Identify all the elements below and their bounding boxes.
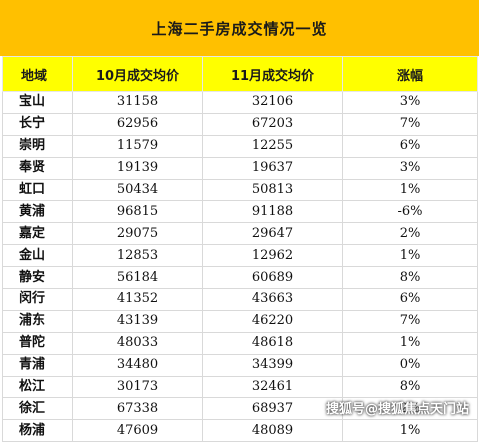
district-cell: 普陀: [2, 331, 73, 355]
change-cell: 3%: [342, 91, 478, 114]
table-row: 黄浦 96815 91188 -6%: [2, 200, 478, 224]
district-cell: 静安: [2, 266, 73, 290]
oct-price-cell: 56184: [72, 266, 203, 290]
header-oct-price: 10月成交均价: [72, 56, 203, 92]
oct-price-cell: 48033: [72, 331, 203, 355]
change-cell: 7%: [342, 112, 478, 136]
price-table: 地域 10月成交均价 11月成交均价 涨幅 宝山 31158 32106 3% 长宁 62…: [2, 56, 478, 442]
nov-price-cell: 12255: [202, 134, 343, 158]
table-row: 青浦 34480 34399 0%: [2, 353, 478, 377]
district-cell: 松江: [2, 375, 73, 399]
table-row: 虹口 50434 50813 1%: [2, 178, 478, 202]
oct-price-cell: 41352: [72, 288, 203, 311]
header-nov-price: 11月成交均价: [202, 56, 343, 92]
oct-price-cell: 62956: [72, 112, 203, 136]
table-row: 崇明 11579 12255 6%: [2, 134, 478, 158]
table-row: 浦东 43139 46220 7%: [2, 309, 478, 333]
district-cell: 宝山: [2, 91, 73, 114]
oct-price-cell: 29075: [72, 222, 203, 246]
nov-price-cell: 34399: [202, 353, 343, 377]
nov-price-cell: 48618: [202, 331, 343, 355]
oct-price-cell: 47609: [72, 419, 203, 442]
change-cell: 8%: [342, 266, 478, 290]
table-row: 嘉定 29075 29647 2%: [2, 222, 478, 246]
table-row: 松江 30173 32461 8%: [2, 375, 478, 399]
table-row: 奉贤 19139 19637 3%: [2, 156, 478, 180]
table-row: 宝山 31158 32106 3%: [2, 91, 478, 114]
nov-price-cell: 48089: [202, 419, 343, 442]
nov-price-cell: 43663: [202, 288, 343, 311]
nov-price-cell: 46220: [202, 309, 343, 333]
nov-price-cell: 29647: [202, 222, 343, 246]
watermark: 搜狐号@搜狐焦点天门站: [326, 398, 469, 417]
oct-price-cell: 67338: [72, 397, 203, 421]
district-cell: 金山: [2, 244, 73, 268]
district-cell: 虹口: [2, 178, 73, 202]
change-cell: 1%: [342, 244, 478, 268]
change-cell: 6%: [342, 134, 478, 158]
nov-price-cell: 50813: [202, 178, 343, 202]
oct-price-cell: 31158: [72, 91, 203, 114]
change-cell: 6%: [342, 288, 478, 311]
oct-price-cell: 43139: [72, 309, 203, 333]
oct-price-cell: 34480: [72, 353, 203, 377]
district-cell: 青浦: [2, 353, 73, 377]
table-row: 普陀 48033 48618 1%: [2, 331, 478, 355]
change-cell: 7%: [342, 309, 478, 333]
nov-price-cell: 60689: [202, 266, 343, 290]
change-cell: 8%: [342, 375, 478, 399]
nov-price-cell: 32461: [202, 375, 343, 399]
table-row: 闵行 41352 43663 6%: [2, 288, 478, 311]
table-title: 上海二手房成交情况一览: [0, 0, 479, 56]
change-cell: -6%: [342, 200, 478, 224]
nov-price-cell: 68937: [202, 397, 343, 421]
oct-price-cell: 30173: [72, 375, 203, 399]
nov-price-cell: 91188: [202, 200, 343, 224]
nov-price-cell: 19637: [202, 156, 343, 180]
district-cell: 杨浦: [2, 419, 73, 442]
district-cell: 浦东: [2, 309, 73, 333]
district-cell: 徐汇: [2, 397, 73, 421]
table-row: 徐汇 67338 68937 2%: [2, 397, 478, 421]
district-cell: 崇明: [2, 134, 73, 158]
nov-price-cell: 32106: [202, 91, 343, 114]
change-cell: 2%: [342, 222, 478, 246]
header-change: 涨幅: [342, 56, 478, 92]
change-cell: 1%: [342, 419, 478, 442]
oct-price-cell: 50434: [72, 178, 203, 202]
oct-price-cell: 11579: [72, 134, 203, 158]
table-row: 长宁 62956 67203 7%: [2, 112, 478, 136]
district-cell: 长宁: [2, 112, 73, 136]
watermark-text: 搜狐号@搜狐焦点天门站: [325, 402, 469, 417]
oct-price-cell: 12853: [72, 244, 203, 268]
district-cell: 嘉定: [2, 222, 73, 246]
change-cell: 1%: [342, 331, 478, 355]
district-cell: 黄浦: [2, 200, 73, 224]
header-row: 地域 10月成交均价 11月成交均价 涨幅: [2, 56, 478, 92]
header-district: 地域: [2, 56, 73, 92]
table-row: 静安 56184 60689 8%: [2, 266, 478, 290]
district-cell: 奉贤: [2, 156, 73, 180]
oct-price-cell: 19139: [72, 156, 203, 180]
nov-price-cell: 12962: [202, 244, 343, 268]
table-row: 杨浦 47609 48089 1%: [2, 419, 478, 442]
change-cell: 1%: [342, 178, 478, 202]
nov-price-cell: 67203: [202, 112, 343, 136]
change-cell: 3%: [342, 156, 478, 180]
table-row: 金山 12853 12962 1%: [2, 244, 478, 268]
table-body: 宝山 31158 32106 3% 长宁 62956 67203 7% 崇明 11579 12255…: [2, 91, 478, 442]
change-cell: 2%: [342, 397, 478, 421]
change-cell: 0%: [342, 353, 478, 377]
oct-price-cell: 96815: [72, 200, 203, 224]
district-cell: 闵行: [2, 288, 73, 311]
